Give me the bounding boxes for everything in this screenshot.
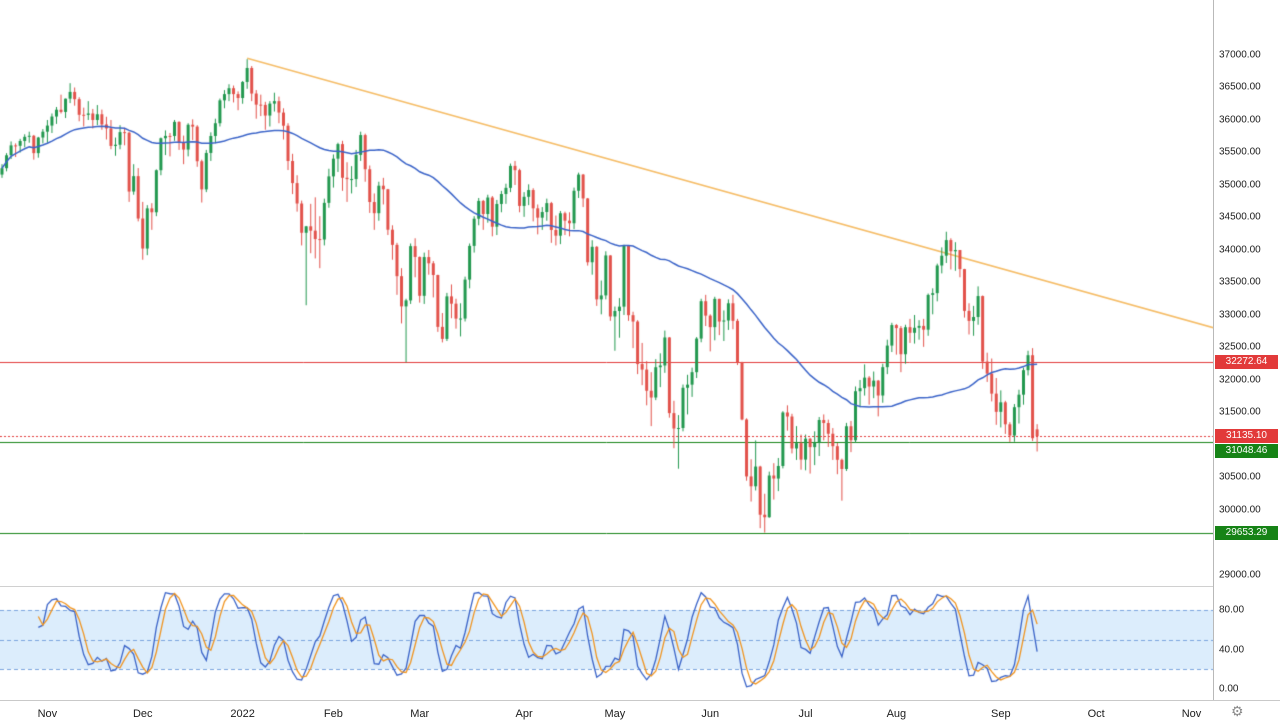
price-level-badge: 29653.29 [1215,525,1278,540]
price-axis-label: 32000.00 [1219,374,1261,386]
price-axis-label: 36000.00 [1219,114,1261,126]
indicator-axis-label: 80.00 [1219,604,1245,616]
price-axis[interactable]: 37000.00 36500.00 36000.00 35500.00 35000.00… [1213,0,1280,700]
stochastic-pane-canvas[interactable] [0,588,1213,700]
price-axis-label: 35000.00 [1219,179,1261,191]
time-axis[interactable]: Nov Dec 2022 Feb Mar Apr May Jun Jul Aug Sep Oct Nov [0,700,1280,728]
time-axis-label: Aug [886,708,907,720]
time-axis-label: Nov [1181,708,1202,720]
time-axis-label: Feb [323,708,343,720]
time-axis-label: 2022 [230,708,255,720]
time-axis-label: Jun [701,708,720,720]
time-axis-label: Apr [515,708,533,720]
price-level-badge: 32272.64 [1215,355,1278,370]
price-axis-label: 36500.00 [1219,81,1261,93]
indicator-axis-label: 40.00 [1219,644,1245,655]
current-price-badge: 31135.10 [1215,429,1278,444]
price-axis-label: 33000.00 [1219,309,1261,321]
price-axis-label: 29000.00 [1219,569,1261,581]
chart-settings-icon[interactable]: ⚙ [1231,703,1244,719]
indicator-axis-label: 0.00 [1219,683,1239,695]
price-level-badge: 31048.46 [1215,444,1278,459]
price-axis-label: 34000.00 [1219,244,1261,256]
price-axis-label: 30500.00 [1219,471,1261,483]
price-axis-label: 37000.00 [1219,49,1261,61]
price-axis-label: 30000.00 [1219,504,1261,516]
price-axis-label: 34500.00 [1219,211,1261,223]
time-axis-label: Dec [132,708,153,720]
time-axis-label: Mar [410,708,430,720]
time-axis-label: Oct [1087,708,1105,720]
price-axis-label: 35500.00 [1219,146,1261,158]
time-axis-label: Sep [991,708,1011,720]
price-pane-canvas[interactable] [0,0,1213,584]
time-axis-label: Jul [798,708,813,720]
time-axis-label: May [604,708,626,720]
time-axis-label: Nov [37,708,58,720]
price-axis-label: 32500.00 [1219,341,1261,353]
price-axis-label: 31500.00 [1219,406,1261,418]
pane-separator[interactable] [0,586,1213,587]
price-axis-label: 33500.00 [1219,276,1261,288]
